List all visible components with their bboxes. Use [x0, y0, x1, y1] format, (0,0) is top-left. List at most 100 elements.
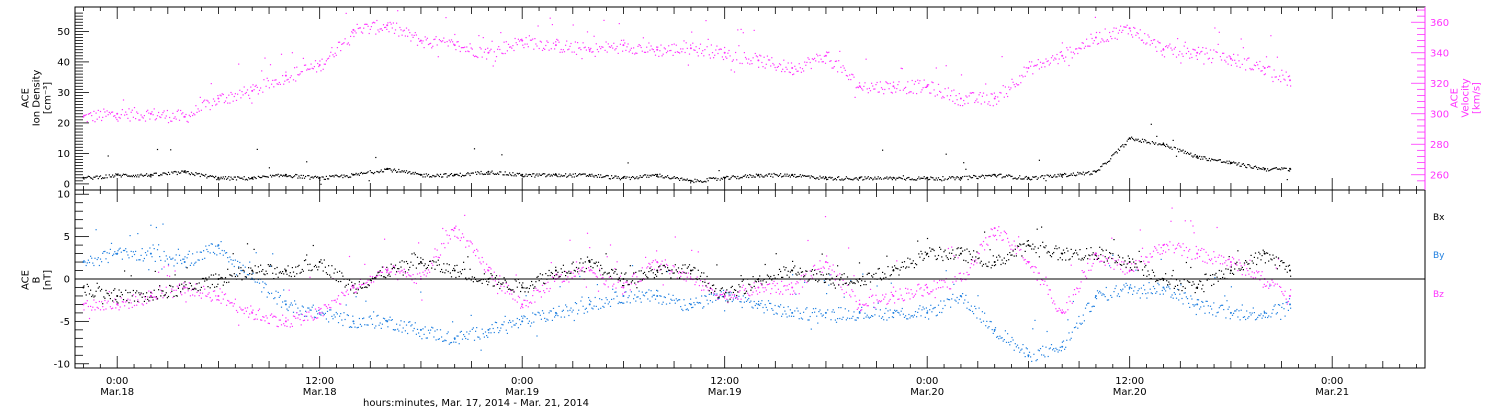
velocity-point: [623, 39, 625, 41]
by-point: [214, 253, 216, 255]
density-point: [1148, 141, 1150, 144]
bz-point: [865, 303, 867, 305]
bz-point: [892, 286, 895, 288]
velocity-point: [1185, 52, 1187, 55]
bz-point: [208, 292, 210, 294]
bz-point: [452, 229, 454, 231]
velocity-point: [1236, 65, 1238, 67]
bx-point: [719, 289, 721, 292]
velocity-point: [489, 50, 491, 52]
bz-point: [999, 235, 1001, 237]
velocity-point: [933, 89, 935, 91]
velocity-point: [944, 88, 946, 90]
bz-point: [549, 287, 551, 290]
velocity-point: [298, 74, 300, 76]
density-point: [607, 175, 609, 177]
by-point: [786, 316, 788, 318]
bz-point: [467, 240, 469, 242]
by-point: [1045, 346, 1047, 348]
bz-point: [1123, 261, 1125, 263]
bx-point: [668, 269, 670, 271]
by-point: [1229, 318, 1231, 320]
velocity-point: [781, 70, 783, 73]
bz-point: [669, 273, 671, 275]
by-point: [83, 260, 85, 262]
velocity-point: [691, 31, 693, 33]
by-point: [992, 332, 994, 334]
by-point: [174, 259, 176, 261]
by-point: [998, 338, 1000, 340]
density-point: [1101, 165, 1103, 167]
by-point: [299, 310, 301, 312]
bz-point: [607, 286, 609, 288]
velocity-point: [626, 46, 628, 48]
velocity-point: [286, 79, 288, 81]
by-point: [171, 258, 173, 260]
bz-point: [766, 284, 768, 286]
bx-point: [196, 283, 198, 285]
density-point: [550, 174, 552, 176]
by-point: [1030, 356, 1032, 358]
velocity-point: [583, 47, 585, 49]
velocity-point: [616, 45, 618, 48]
by-point: [709, 300, 711, 302]
density-point: [1218, 159, 1220, 161]
velocity-point: [747, 62, 749, 64]
velocity-point: [1122, 29, 1124, 31]
velocity-point: [811, 58, 813, 60]
bz-point: [262, 316, 264, 318]
bx-point: [192, 288, 194, 290]
bz-point: [1091, 265, 1093, 267]
velocity-point: [557, 39, 559, 41]
density-point: [193, 173, 195, 176]
velocity-point: [827, 52, 829, 54]
density-point: [885, 177, 887, 179]
velocity-point: [307, 68, 309, 70]
density-point: [1070, 173, 1072, 175]
by-point: [863, 317, 865, 319]
by-point: [752, 307, 754, 309]
density-point: [751, 176, 753, 178]
density-point: [801, 174, 804, 176]
velocity-point: [380, 28, 382, 30]
density-point: [1058, 175, 1060, 177]
velocity-point: [702, 50, 704, 52]
by-point: [226, 252, 228, 254]
density-point: [565, 173, 567, 175]
by-point: [229, 256, 231, 258]
velocity-point: [787, 62, 789, 64]
bx-point: [251, 273, 253, 275]
by-point: [646, 291, 648, 293]
by-point: [287, 309, 289, 312]
bx-point: [713, 284, 715, 286]
bz-point: [536, 289, 538, 291]
bz-point: [851, 289, 853, 291]
density-point: [158, 175, 160, 177]
velocity-point: [792, 74, 794, 76]
bz-point: [218, 299, 220, 301]
bz-point: [1250, 276, 1252, 278]
bx-point: [662, 264, 664, 267]
by-point: [659, 295, 661, 297]
bz-point: [977, 252, 979, 254]
density-point: [1135, 138, 1137, 140]
bz-point: [636, 276, 638, 278]
by-point: [164, 260, 166, 262]
density-point: [504, 171, 506, 173]
density-point: [381, 171, 383, 173]
velocity-point: [1175, 56, 1178, 58]
by-point: [165, 255, 167, 257]
bx-point: [497, 283, 499, 285]
density-point: [639, 175, 641, 177]
by-point: [1151, 293, 1153, 295]
density-point: [902, 175, 904, 177]
by-point: [481, 328, 483, 330]
density-point: [181, 170, 183, 172]
velocity-point: [345, 12, 347, 14]
density-point: [104, 177, 106, 179]
bx-point: [536, 276, 538, 278]
bx-point: [481, 282, 483, 284]
bz-point: [1025, 263, 1027, 265]
density-point: [494, 173, 496, 175]
density-point: [1212, 158, 1214, 161]
